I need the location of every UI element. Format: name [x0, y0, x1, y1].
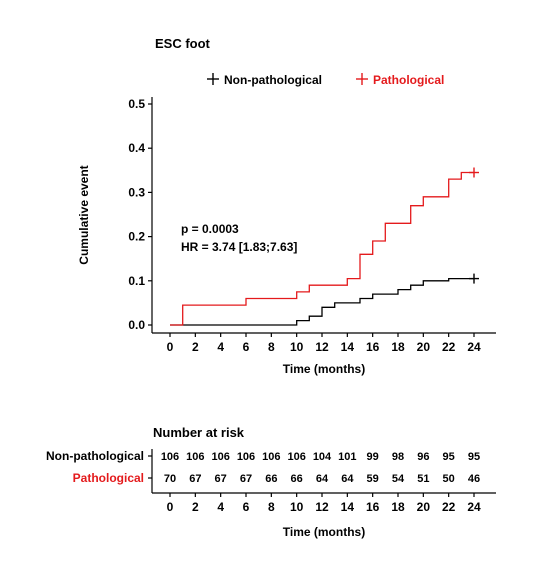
- legend-label-pathological: Pathological: [373, 73, 444, 87]
- risk-x-tick-label: 0: [167, 500, 174, 514]
- x-tick-label: 18: [391, 340, 405, 354]
- risk-x-tick-label: 24: [467, 500, 481, 514]
- risk-count-non-pathological: 95: [468, 451, 480, 463]
- series-line-pathological: [170, 171, 474, 326]
- risk-x-tick-label: 18: [391, 500, 405, 514]
- y-tick-label: 0.3: [128, 185, 145, 199]
- risk-count-non-pathological: 106: [161, 451, 179, 463]
- risk-count-non-pathological: 106: [287, 451, 305, 463]
- risk-count-pathological: 67: [240, 473, 252, 485]
- legend: Non-pathological Pathological: [207, 73, 444, 87]
- risk-count-pathological: 50: [443, 473, 455, 485]
- risk-count-pathological: 51: [417, 473, 429, 485]
- risk-x-tick-label: 22: [442, 500, 456, 514]
- risk-count-pathological: 46: [468, 473, 480, 485]
- plot-series: [170, 167, 479, 326]
- risk-x-tick-label: 8: [268, 500, 275, 514]
- series-line-non-pathological: [170, 277, 474, 326]
- legend-item-non-pathological: Non-pathological: [207, 73, 322, 87]
- x-tick-label: 20: [417, 340, 431, 354]
- risk-x-tick-label: 14: [341, 500, 355, 514]
- x-tick-label: 8: [268, 340, 275, 354]
- risk-count-pathological: 70: [164, 473, 176, 485]
- risk-row-label-pathological: Pathological: [73, 471, 144, 485]
- risk-count-pathological: 67: [215, 473, 227, 485]
- risk-count-non-pathological: 101: [338, 451, 356, 463]
- risk-x-tick-label: 2: [192, 500, 199, 514]
- x-tick-label: 4: [217, 340, 224, 354]
- risk-x-tick-label: 16: [366, 500, 380, 514]
- censor-mark-pathological: [469, 167, 479, 178]
- y-tick-label: 0.0: [128, 318, 145, 332]
- risk-count-non-pathological: 96: [417, 451, 429, 463]
- risk-table-x-axis-label: Time (months): [283, 525, 365, 539]
- x-tick-label: 10: [290, 340, 304, 354]
- risk-x-tick-label: 4: [217, 500, 224, 514]
- x-axis-label: Time (months): [283, 362, 365, 376]
- risk-x-tick-label: 6: [243, 500, 250, 514]
- y-tick-label: 0.2: [128, 230, 145, 244]
- risk-count-non-pathological: 106: [262, 451, 280, 463]
- x-tick-label: 22: [442, 340, 456, 354]
- x-tick-label: 12: [315, 340, 329, 354]
- risk-x-tick-label: 10: [290, 500, 304, 514]
- legend-label-non-pathological: Non-pathological: [224, 73, 322, 87]
- risk-count-non-pathological: 106: [237, 451, 255, 463]
- x-tick-label: 0: [167, 340, 174, 354]
- x-tick-label: 16: [366, 340, 380, 354]
- risk-count-non-pathological: 104: [313, 451, 332, 463]
- risk-count-pathological: 59: [367, 473, 379, 485]
- risk-count-pathological: 64: [341, 473, 354, 485]
- risk-table-title: Number at risk: [153, 425, 245, 440]
- x-tick-label: 14: [341, 340, 355, 354]
- risk-count-non-pathological: 95: [443, 451, 455, 463]
- risk-count-pathological: 64: [316, 473, 329, 485]
- risk-count-non-pathological: 106: [211, 451, 229, 463]
- p-value-annotation: p = 0.0003: [181, 222, 239, 236]
- x-tick-label: 24: [467, 340, 481, 354]
- hazard-ratio-annotation: HR = 3.74 [1.83;7.63]: [181, 240, 297, 254]
- censor-mark-non-pathological: [469, 273, 479, 284]
- risk-count-non-pathological: 106: [186, 451, 204, 463]
- risk-count-pathological: 67: [189, 473, 201, 485]
- plot-axes: 0.00.10.20.30.40.50 2 4 6 8 10 12 14 16 18 20 22 24: [128, 97, 496, 354]
- y-tick-label: 0.5: [128, 97, 145, 111]
- risk-table: Non-pathological 106 106 106 106 106 106 104 101…: [46, 449, 496, 514]
- risk-x-tick-label: 20: [417, 500, 431, 514]
- y-tick-label: 0.1: [128, 274, 145, 288]
- risk-row-label-non-pathological: Non-pathological: [46, 449, 144, 463]
- risk-count-pathological: 66: [291, 473, 303, 485]
- risk-x-tick-label: 12: [315, 500, 329, 514]
- risk-count-non-pathological: 99: [367, 451, 379, 463]
- y-tick-label: 0.4: [128, 141, 145, 155]
- x-tick-label: 2: [192, 340, 199, 354]
- x-tick-label: 6: [243, 340, 250, 354]
- chart-title: ESC foot: [155, 36, 211, 51]
- y-axis-label: Cumulative event: [77, 165, 91, 264]
- risk-count-pathological: 66: [265, 473, 277, 485]
- risk-count-pathological: 54: [392, 473, 405, 485]
- legend-item-pathological: Pathological: [356, 73, 444, 87]
- risk-count-non-pathological: 98: [392, 451, 404, 463]
